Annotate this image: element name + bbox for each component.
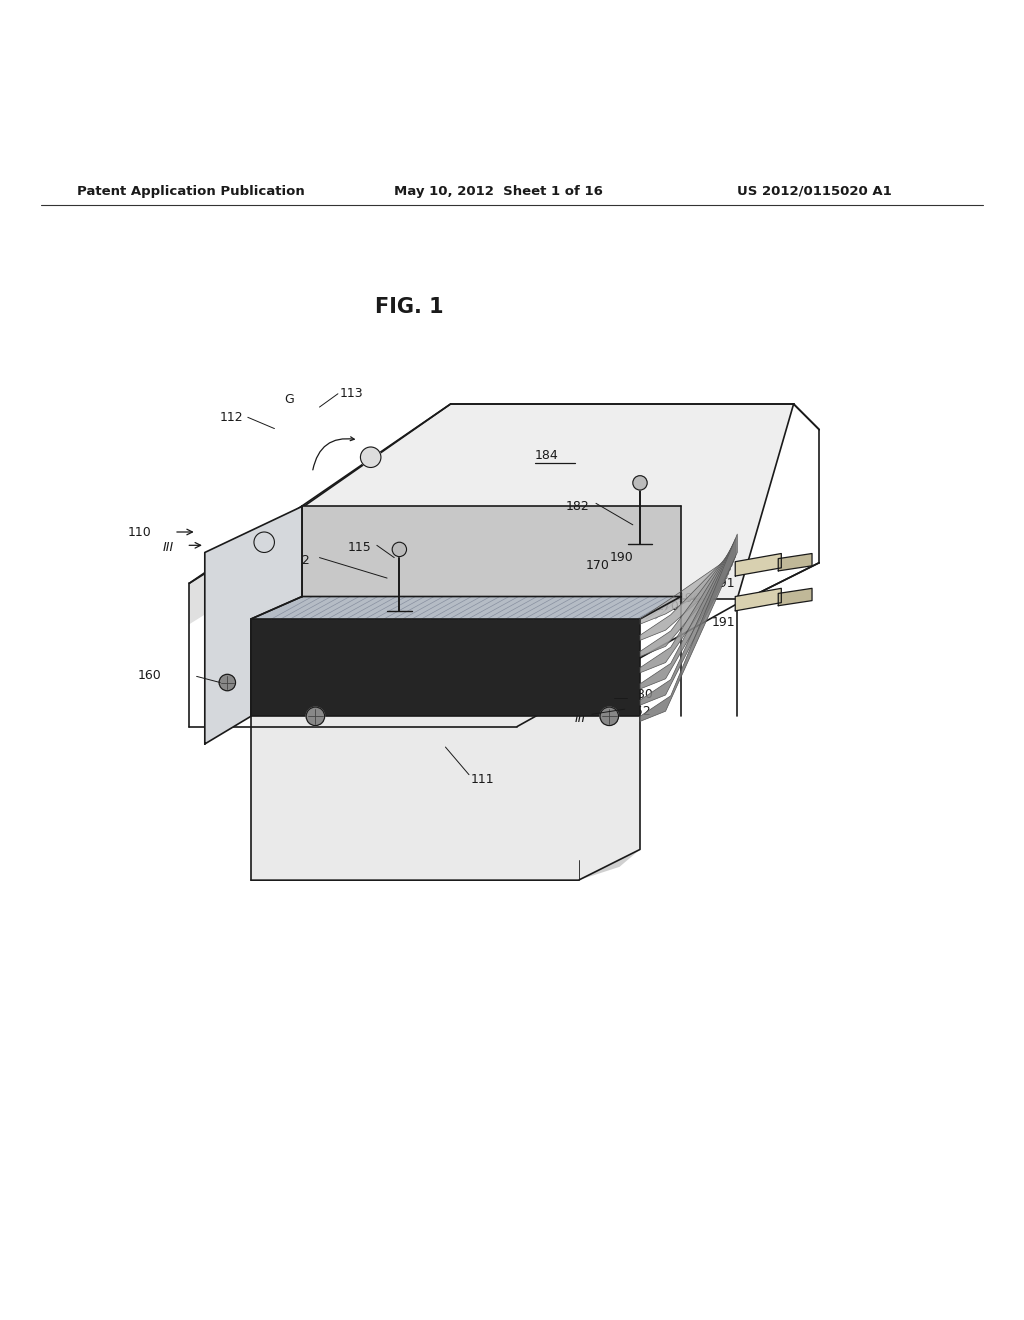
Polygon shape	[230, 404, 794, 598]
Polygon shape	[735, 553, 781, 576]
Polygon shape	[579, 850, 640, 880]
Text: May 10, 2012  Sheet 1 of 16: May 10, 2012 Sheet 1 of 16	[394, 185, 603, 198]
Text: 190: 190	[678, 593, 701, 605]
Polygon shape	[640, 546, 732, 673]
Text: 191: 191	[712, 615, 735, 628]
Text: 180: 180	[630, 688, 653, 701]
Polygon shape	[640, 535, 737, 722]
Text: 160: 160	[138, 669, 162, 682]
Polygon shape	[640, 539, 735, 705]
Polygon shape	[640, 552, 730, 656]
FancyArrowPatch shape	[312, 437, 354, 470]
Text: 155: 155	[592, 672, 615, 685]
Polygon shape	[251, 619, 640, 717]
Text: 112: 112	[220, 411, 244, 424]
Text: 111: 111	[471, 774, 495, 787]
Text: 182: 182	[565, 500, 589, 513]
Circle shape	[254, 532, 274, 553]
Text: US 2012/0115020 A1: US 2012/0115020 A1	[737, 185, 892, 198]
Circle shape	[633, 475, 647, 490]
Text: FIG. 1: FIG. 1	[375, 297, 444, 317]
Text: 110: 110	[128, 525, 152, 539]
Circle shape	[306, 708, 325, 726]
Polygon shape	[189, 557, 230, 624]
Polygon shape	[778, 553, 812, 572]
Circle shape	[219, 675, 236, 690]
Polygon shape	[778, 589, 812, 606]
Polygon shape	[205, 507, 302, 744]
Text: III: III	[163, 541, 174, 554]
Polygon shape	[251, 597, 681, 619]
Polygon shape	[302, 507, 681, 597]
Text: 184: 184	[535, 449, 558, 462]
Polygon shape	[640, 556, 729, 640]
Text: 152: 152	[628, 705, 651, 718]
Polygon shape	[735, 589, 781, 611]
Polygon shape	[251, 717, 640, 880]
Text: 170: 170	[655, 601, 679, 614]
Circle shape	[600, 708, 618, 726]
Circle shape	[360, 447, 381, 467]
Text: 191: 191	[712, 577, 735, 590]
Polygon shape	[640, 560, 727, 624]
Polygon shape	[230, 404, 794, 598]
Text: III': III'	[574, 711, 589, 725]
Polygon shape	[640, 543, 734, 689]
Text: G: G	[284, 393, 294, 407]
Text: 190: 190	[609, 552, 633, 564]
Text: 113: 113	[340, 387, 364, 400]
Circle shape	[392, 543, 407, 557]
Text: 170: 170	[586, 560, 609, 573]
Text: 150: 150	[212, 693, 236, 705]
Text: 182: 182	[287, 554, 310, 568]
Text: Patent Application Publication: Patent Application Publication	[77, 185, 304, 198]
Text: 115: 115	[348, 541, 372, 554]
